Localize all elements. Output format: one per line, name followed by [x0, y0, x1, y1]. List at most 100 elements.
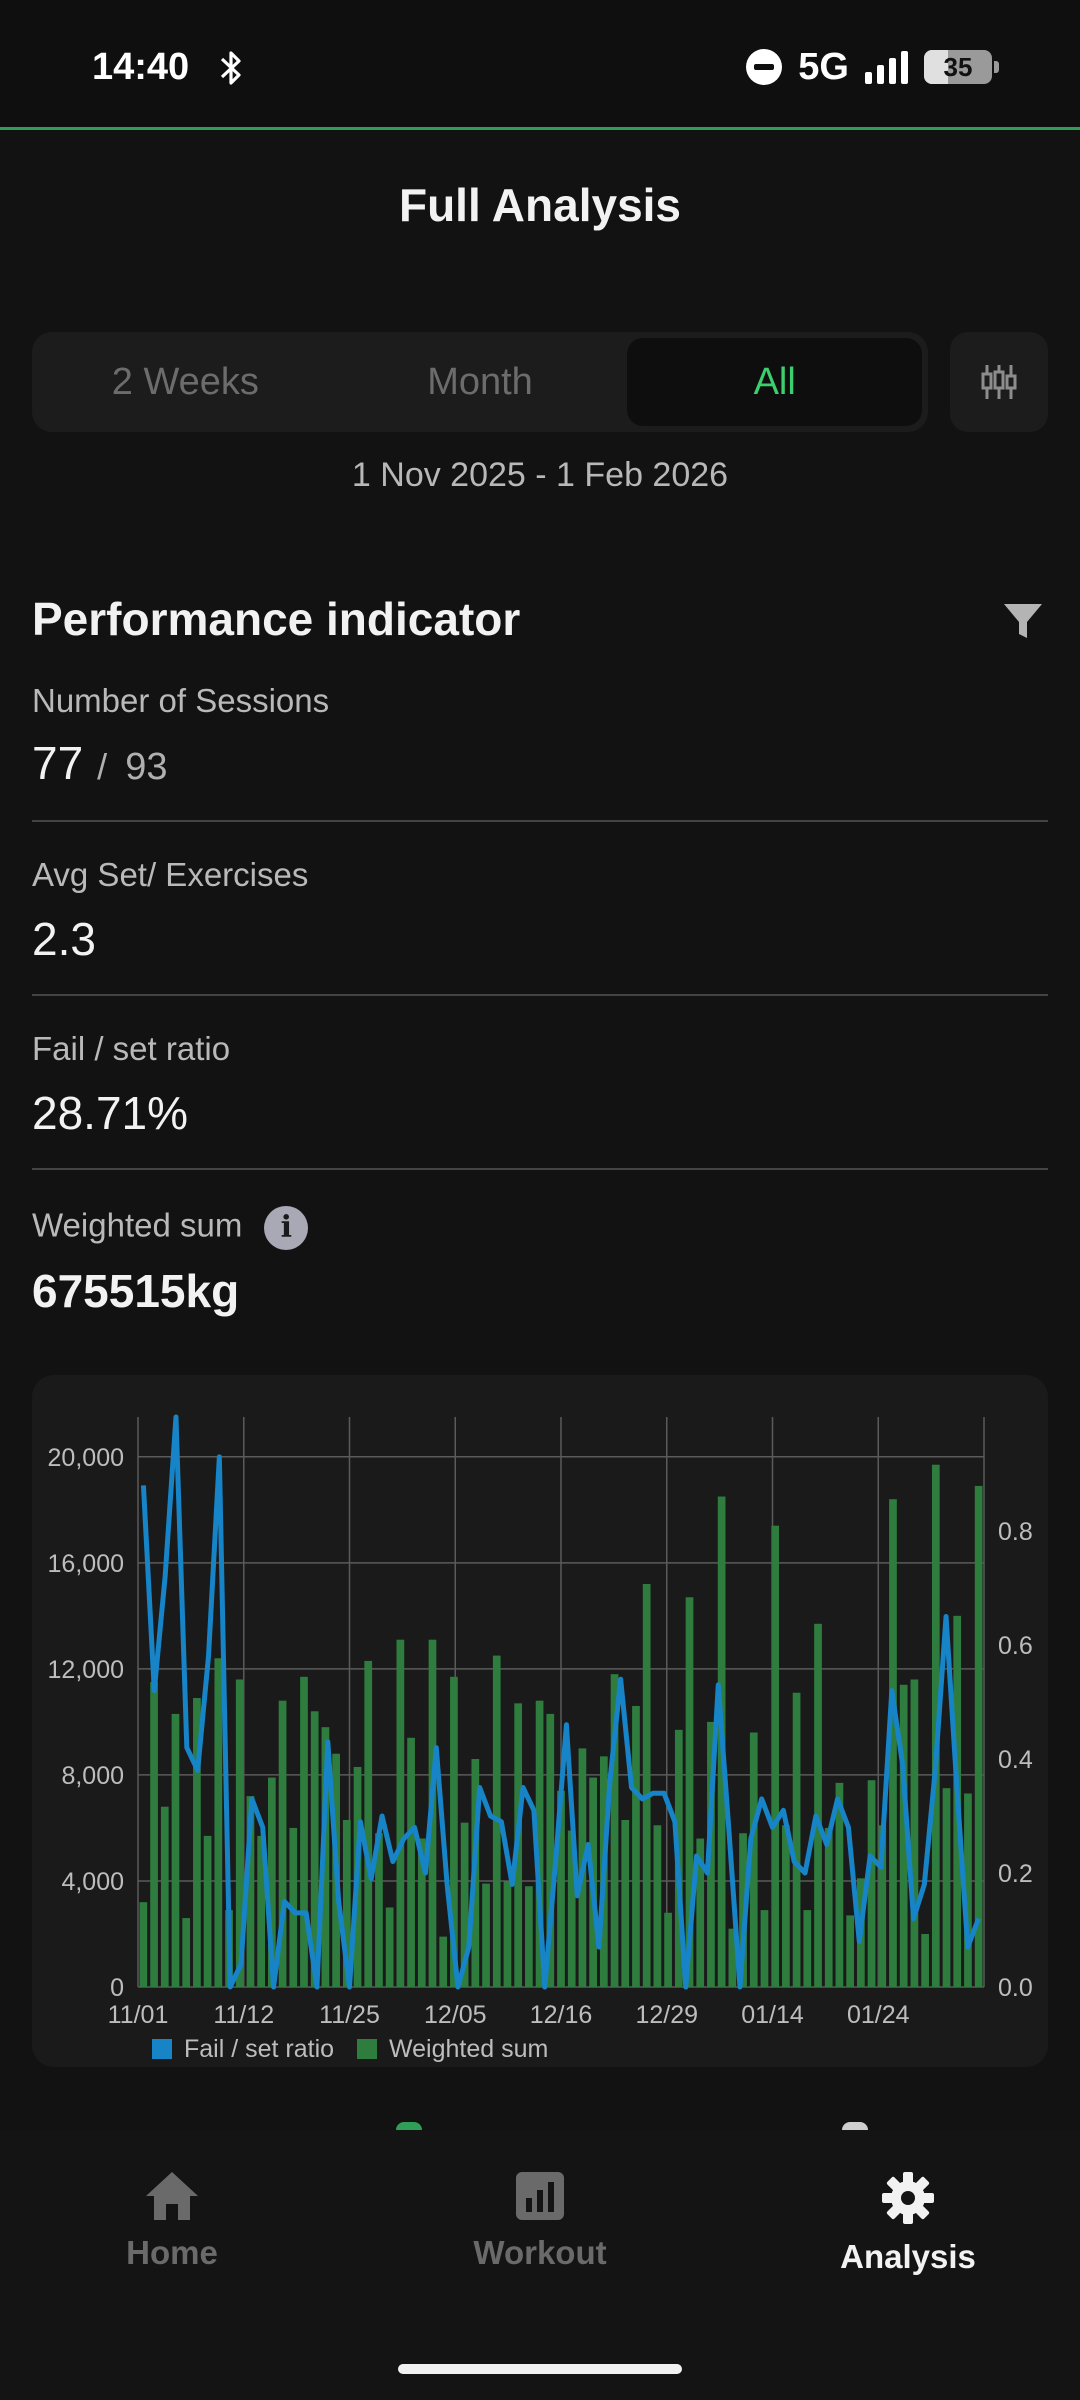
- signal-strength-icon: [865, 50, 908, 84]
- bar: [942, 1788, 951, 1987]
- bar: [278, 1700, 287, 1987]
- range-option-all[interactable]: All: [627, 338, 923, 426]
- bar: [557, 1790, 565, 1987]
- metric-label: Avg Set/ Exercises: [32, 856, 309, 893]
- bar: [310, 1711, 319, 1987]
- bar: [824, 1827, 833, 1987]
- legend-swatch: [357, 2039, 377, 2059]
- bar: [867, 1780, 876, 1987]
- status-bar: 14:40 5G 35: [0, 0, 1080, 130]
- bar: [653, 1825, 662, 1987]
- battery-icon: 35: [924, 50, 999, 84]
- y-left-tick-label: 0: [110, 1974, 124, 2002]
- sessions-count: 77: [32, 737, 84, 789]
- bar: [792, 1692, 801, 1987]
- bar: [739, 1833, 747, 1987]
- bar: [321, 1727, 330, 1987]
- bar: [535, 1700, 544, 1987]
- divider: [32, 994, 1048, 996]
- bar: [567, 1830, 576, 1987]
- range-option-2-weeks[interactable]: 2 Weeks: [111, 360, 259, 403]
- bar: [642, 1584, 651, 1987]
- x-tick-label: 12/29: [635, 2001, 698, 2029]
- bar: [482, 1883, 490, 1987]
- bar: [364, 1660, 373, 1987]
- bar: [621, 1819, 630, 1987]
- x-tick-label: 11/25: [319, 2001, 380, 2029]
- bar: [150, 1682, 158, 1987]
- scroll-peek: [842, 2122, 868, 2130]
- metric-label: Weighted sum: [32, 1206, 243, 1244]
- y-left-tick-label: 16,000: [48, 1550, 124, 1578]
- nav-home[interactable]: Home: [22, 2170, 322, 2272]
- x-tick-label: 12/16: [530, 2001, 593, 2029]
- bar: [728, 1928, 737, 1987]
- bar: [964, 1793, 972, 1987]
- bar: [664, 1912, 672, 1987]
- combo-chart: 0 4,000 8,000 12,000 16,000 20,000 0.0 0.2 0.4 0.…: [48, 1414, 1033, 2063]
- fail-ratio-metric: Fail / set ratio 28.71%: [32, 1030, 1048, 1140]
- bar: [878, 1825, 887, 1987]
- bar: [182, 1918, 191, 1987]
- bar: [546, 1713, 555, 1987]
- bar: [503, 1880, 512, 1987]
- bar: [203, 1835, 212, 1987]
- x-tick-label: 01/24: [847, 2001, 910, 2029]
- sessions-separator: /: [97, 746, 108, 787]
- bar: [407, 1737, 415, 1987]
- x-tick-label: 01/14: [741, 2001, 804, 2029]
- bar: [139, 1902, 148, 1987]
- bar: [696, 1838, 705, 1987]
- y-left-tick-label: 4,000: [61, 1868, 124, 1896]
- metric-label-row: Weighted sum i: [32, 1206, 1048, 1250]
- bar: [300, 1676, 308, 1987]
- bar: [460, 1822, 469, 1987]
- sessions-total: 93: [125, 746, 168, 788]
- metric-label: Number of Sessions: [32, 682, 330, 719]
- bar: [193, 1698, 201, 1987]
- home-indicator[interactable]: [398, 2364, 682, 2374]
- bar: [760, 1910, 769, 1987]
- chart-options-button[interactable]: [950, 332, 1048, 432]
- x-tick-label: 11/12: [213, 2001, 274, 2029]
- line-series: [140, 1414, 981, 1990]
- bar: [439, 1936, 448, 1987]
- nav-home-label: Home: [126, 2234, 218, 2271]
- bar: [610, 1674, 619, 1987]
- bar: [782, 1825, 790, 1987]
- scroll-peek: [396, 2122, 422, 2130]
- bottom-navigation: Home Workout Analysis: [0, 2130, 1080, 2400]
- bar: [235, 1679, 244, 1987]
- nav-workout[interactable]: Workout: [390, 2170, 690, 2272]
- info-icon[interactable]: i: [264, 1206, 309, 1250]
- workout-chart-icon: [516, 2172, 564, 2220]
- gear-icon: [882, 2172, 934, 2224]
- metric-value: 675515kg: [32, 1265, 240, 1317]
- bar: [375, 1833, 383, 1987]
- y-left-tick-label: 12,000: [48, 1656, 124, 1684]
- bar: [171, 1713, 180, 1987]
- bar: [268, 1777, 276, 1987]
- bar: [246, 1796, 255, 1987]
- metric-value: 28.71%: [32, 1087, 189, 1139]
- bar: [685, 1597, 694, 1987]
- bar: [835, 1782, 844, 1987]
- date-range-label: 1 Nov 2025 - 1 Feb 2026: [351, 456, 729, 494]
- filter-icon[interactable]: [1002, 600, 1044, 642]
- bar: [910, 1679, 919, 1987]
- x-tick-label: 11/01: [108, 2001, 169, 2029]
- home-icon: [146, 2172, 198, 2220]
- weighted-sum-chart-card: 0 4,000 8,000 12,000 16,000 20,000 0.0 0.2 0.4 0.…: [32, 1375, 1048, 2067]
- range-option-month[interactable]: Month: [427, 360, 533, 403]
- y-right-tick-label: 0.6: [998, 1632, 1033, 1660]
- bar: [160, 1806, 169, 1987]
- sessions-metric: Number of Sessions 77 / 93: [32, 682, 1048, 790]
- metric-value: 2.3: [32, 913, 96, 965]
- nav-workout-label: Workout: [473, 2234, 607, 2271]
- nav-analysis[interactable]: Analysis: [758, 2170, 1058, 2276]
- bar: [257, 1835, 266, 1987]
- legend-label: Weighted sum: [389, 2035, 548, 2063]
- bar: [899, 1684, 908, 1987]
- metric-value: 77 / 93: [32, 736, 1048, 790]
- network-type: 5G: [798, 45, 849, 88]
